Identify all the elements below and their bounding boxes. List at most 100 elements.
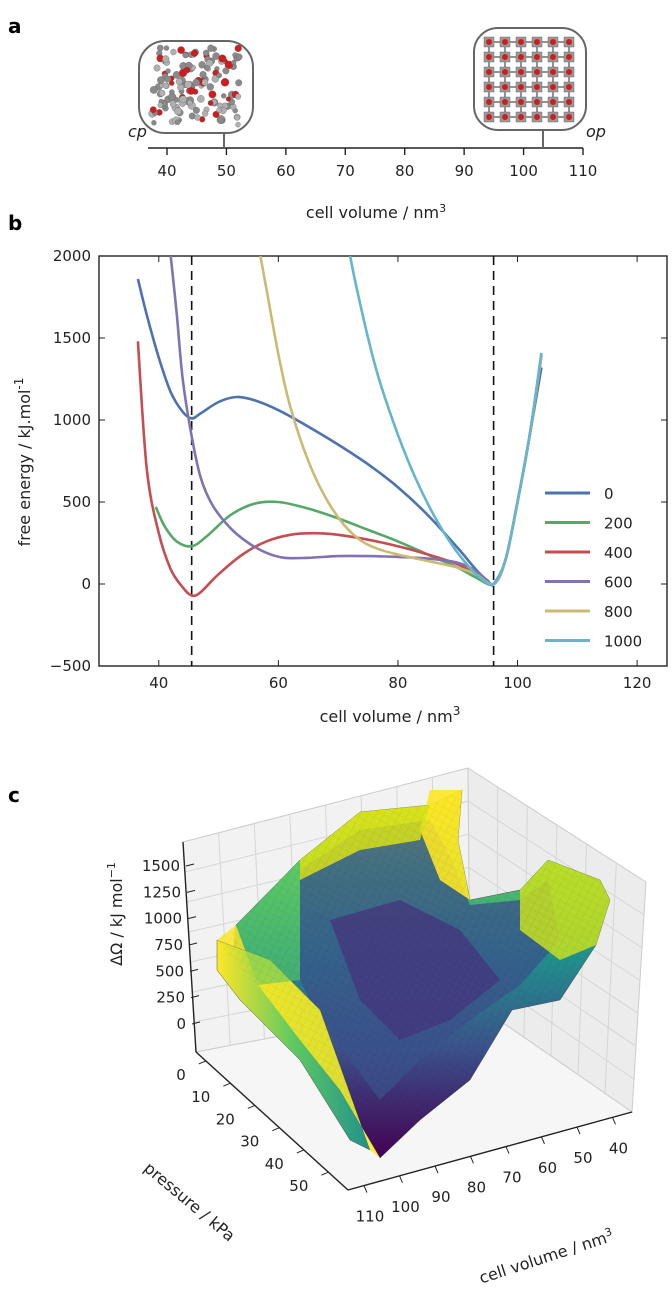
op-atom [534, 84, 540, 90]
cp-atom [197, 95, 205, 103]
cp-atom [149, 106, 157, 114]
cp-atom [182, 52, 189, 59]
panel-b-ytick-label: 2000 [53, 247, 91, 265]
legend-label-800: 800 [604, 603, 633, 621]
volume-tick [541, 1136, 545, 1145]
cp-atom [149, 86, 158, 94]
volume-tick-label: 90 [431, 1188, 450, 1206]
panel-b-ytick-label: 1000 [53, 411, 91, 429]
pressure-tick-label: 10 [191, 1088, 210, 1106]
z-tick [189, 968, 199, 972]
pressure-tick-label: 30 [240, 1133, 259, 1151]
cp-atom [192, 78, 200, 87]
cp-atom [216, 72, 222, 79]
volume-tick [576, 1126, 581, 1135]
cp-atom [212, 110, 220, 118]
op-atom [550, 114, 556, 120]
volume-tick-label: 50 [573, 1149, 592, 1167]
panel-a-tick-label: 60 [276, 162, 295, 180]
op-atom [502, 54, 508, 60]
volume-tick-label: 60 [538, 1159, 557, 1177]
volume-tick [363, 1185, 368, 1193]
z-tick [191, 1021, 201, 1025]
legend-label-1000: 1000 [604, 633, 642, 651]
op-atom [486, 54, 492, 60]
op-atom [534, 54, 540, 60]
cp-atom [162, 82, 169, 89]
cp-atom [199, 71, 207, 78]
z-tick-label: 1250 [143, 883, 181, 901]
op-atom [550, 69, 556, 75]
op-atom [534, 114, 540, 120]
cp-atom [194, 114, 201, 121]
panel-a-axis: 40 50 60 70 80 90 100 110 [148, 147, 597, 180]
panel-a-xlabel: cell volume / nm3 [306, 202, 446, 222]
cp-atom [224, 60, 234, 70]
op-structure-image [473, 27, 587, 148]
op-atom [566, 84, 572, 90]
panel-b-xtick-label: 40 [149, 674, 168, 692]
panel-c-pressure-label: pressure / kPa [140, 1158, 239, 1245]
panel-b-xlabel: cell volume / nm3 [320, 704, 461, 726]
cp-atom [177, 83, 185, 91]
volume-tick-label: 100 [391, 1198, 420, 1216]
cp-atom [216, 116, 225, 124]
panel-b-letter: b [8, 211, 22, 235]
panel-a-letter: a [8, 14, 22, 38]
op-atom [502, 99, 508, 105]
series-line-1000 [348, 256, 543, 587]
volume-tick-label: 70 [502, 1169, 521, 1187]
volume-tick [399, 1175, 403, 1184]
cp-atom [221, 93, 227, 99]
cp-atom [235, 79, 243, 87]
panel-b-ytick-label: 1500 [53, 329, 91, 347]
op-atom [518, 39, 524, 45]
cp-atom [207, 100, 214, 106]
volume-tick-label: 80 [467, 1178, 486, 1196]
z-tick [187, 916, 197, 920]
legend-label-200: 200 [604, 515, 633, 533]
cp-atom [192, 106, 200, 114]
z-tick-label: 250 [156, 989, 185, 1007]
op-atom [486, 99, 492, 105]
op-atom [518, 69, 524, 75]
cp-structure-image [138, 40, 254, 148]
cp-atom [151, 120, 157, 126]
op-atom [534, 99, 540, 105]
panel-b: b 40 60 80 100 120−5000500100015002000020040… [8, 211, 668, 726]
legend-label-0: 0 [604, 485, 614, 503]
panel-c-zlabel: ΔΩ / kJ mol−1 [105, 862, 126, 966]
pressure-tick-label: 40 [265, 1155, 284, 1173]
z-tick [188, 942, 198, 946]
cp-atom [222, 67, 230, 75]
pressure-tick [198, 1060, 207, 1065]
op-atom [486, 114, 492, 120]
pressure-tick [247, 1104, 256, 1109]
op-atom [518, 114, 524, 120]
panel-b-xtick-label: 100 [503, 674, 532, 692]
cp-atom [198, 61, 206, 69]
cp-atom [218, 54, 227, 63]
panel-a-tick-label: 40 [157, 162, 176, 180]
free-energy-surface [216, 789, 611, 1159]
panel-b-xtick-label: 60 [269, 674, 288, 692]
cp-atom [158, 89, 166, 97]
panel-c-letter: c [8, 783, 20, 807]
op-atom [518, 54, 524, 60]
panel-c-volume-label: cell volume / nm3 [476, 1225, 616, 1287]
cp-atom [231, 59, 237, 65]
cp-atom [169, 89, 175, 95]
cp-atom [203, 49, 210, 57]
panel-a-tick-label: 50 [217, 162, 236, 180]
cp-atom [156, 44, 164, 52]
pressure-tick [223, 1082, 231, 1087]
op-atom [502, 39, 508, 45]
cp-atom [216, 107, 222, 113]
cp-atom [208, 90, 217, 99]
cp-atom [157, 102, 164, 108]
panel-b-ytick-label: 500 [62, 493, 91, 511]
pressure-tick [296, 1149, 305, 1154]
panel-a-tick-label: 70 [336, 162, 355, 180]
pressure-axis-line [195, 1051, 349, 1191]
